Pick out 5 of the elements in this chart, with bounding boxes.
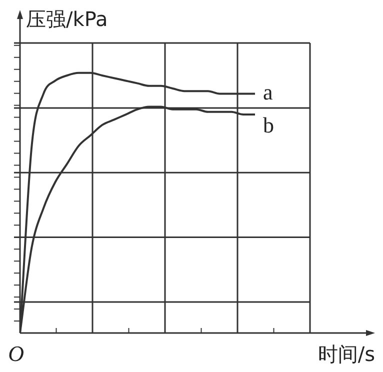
x-axis-title: 时间/s: [318, 342, 375, 366]
y-axis-title: 压强/kPa: [26, 7, 108, 31]
series-label: b: [263, 112, 274, 138]
series-label: a: [263, 80, 273, 104]
text: O: [8, 341, 24, 366]
